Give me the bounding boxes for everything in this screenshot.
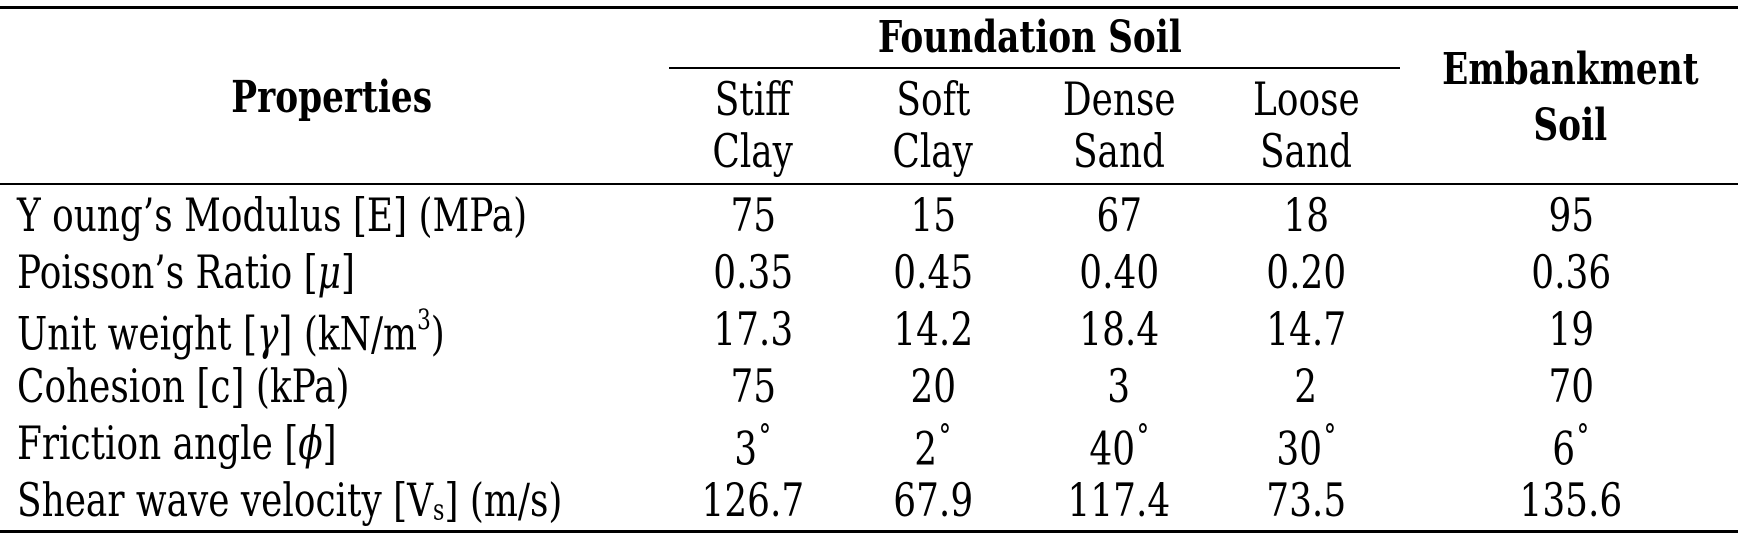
- embankment-soil-header: Embankment: [1441, 44, 1699, 95]
- degree-symbol: °: [1136, 417, 1149, 455]
- column-header-soft-clay-line2: Clay: [892, 124, 974, 178]
- table-cell: 73.5: [1266, 473, 1346, 527]
- table-cell: 95: [1548, 188, 1594, 242]
- degree-symbol: °: [1323, 417, 1336, 455]
- table-cell: 18: [1283, 188, 1329, 242]
- table-cell: 67: [1096, 188, 1142, 242]
- top-rule: [0, 6, 1738, 9]
- header-rule: [0, 183, 1738, 185]
- table-cell: 3: [1107, 359, 1131, 413]
- properties-header: Properties: [231, 72, 433, 123]
- table-cell: 18.4: [1079, 302, 1159, 356]
- table-cell: 2°: [914, 417, 952, 476]
- bottom-rule: [0, 530, 1738, 533]
- row-label-friction-angle: Friction angle [ϕ]: [17, 416, 337, 470]
- table-cell: 67.9: [893, 473, 973, 527]
- column-header-dense-sand-line2: Sand: [1072, 124, 1166, 178]
- table-cell: 75: [730, 359, 776, 413]
- table-cell: 0.20: [1266, 245, 1346, 299]
- table-cell: 19: [1548, 302, 1594, 356]
- degree-symbol: °: [938, 417, 952, 455]
- table-cell: 40°: [1089, 417, 1149, 476]
- table-cell: 2: [1294, 359, 1318, 413]
- column-header-dense-sand: Dense: [1062, 72, 1176, 126]
- row-label-cohesion: Cohesion [c] (kPa): [17, 359, 350, 413]
- table-cell: 70: [1548, 359, 1594, 413]
- table-cell: 0.35: [713, 245, 793, 299]
- table-cell: 117.4: [1067, 473, 1171, 527]
- embankment-soil-header-line2: Soil: [1533, 100, 1607, 151]
- row-label-poissons-ratio: Poisson’s Ratio [μ]: [17, 245, 355, 299]
- table-cell: 20: [910, 359, 956, 413]
- table-cell: 135.6: [1519, 473, 1623, 527]
- table-cell: 14.7: [1266, 302, 1346, 356]
- foundation-soil-header: Foundation Soil: [878, 12, 1182, 63]
- degree-symbol: °: [758, 417, 772, 455]
- table-cell: 14.2: [893, 302, 973, 356]
- table-cell: 17.3: [713, 302, 793, 356]
- foundation-soil-cmidrule: [669, 67, 1400, 69]
- column-header-stiff-clay-line2: Clay: [712, 124, 794, 178]
- degree-symbol: °: [1576, 417, 1590, 455]
- column-header-loose-sand-line2: Sand: [1259, 124, 1353, 178]
- row-label-unit-weight: Unit weight [γ] (kN/m3): [17, 303, 445, 361]
- table-cell: 0.36: [1531, 245, 1611, 299]
- table-cell: 75: [730, 188, 776, 242]
- row-label-shear-wave-velocity: Shear wave velocity [Vs] (m/s): [17, 473, 563, 527]
- table-cell: 3°: [734, 417, 772, 476]
- table-cell: 0.40: [1079, 245, 1159, 299]
- table-cell: 0.45: [893, 245, 973, 299]
- column-header-soft-clay: Soft: [896, 72, 970, 126]
- row-label-youngs-modulus: Y oung’s Modulus [E] (MPa): [17, 188, 528, 242]
- table-cell: 30°: [1276, 417, 1336, 476]
- table-cell: 126.7: [701, 473, 805, 527]
- table-cell: 6°: [1552, 417, 1590, 476]
- column-header-loose-sand: Loose: [1252, 72, 1360, 126]
- column-header-stiff-clay: Stiff: [715, 72, 791, 126]
- table-cell: 15: [910, 188, 956, 242]
